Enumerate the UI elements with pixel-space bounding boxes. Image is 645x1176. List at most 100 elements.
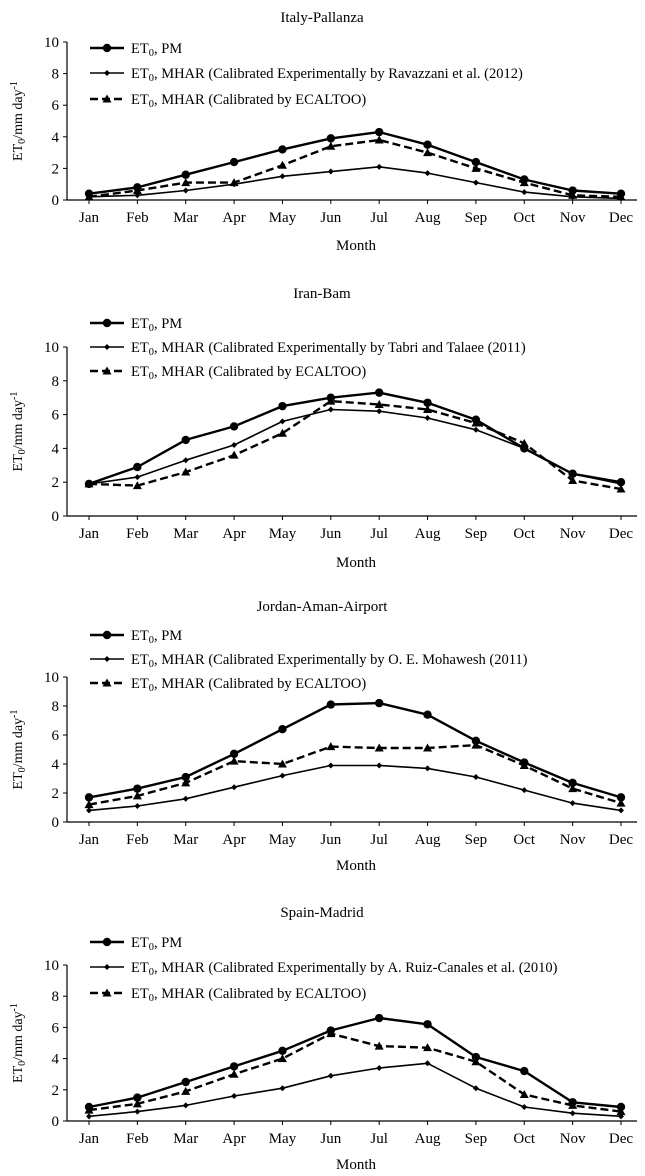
legend-marker bbox=[104, 70, 110, 76]
y-tick-label: 10 bbox=[44, 958, 59, 974]
legend-marker bbox=[102, 678, 112, 687]
x-tick-label: Apr bbox=[222, 526, 245, 542]
data-point bbox=[376, 1064, 383, 1071]
y-tick-label: 6 bbox=[52, 728, 60, 744]
legend-label-sub: 0 bbox=[149, 48, 154, 59]
y-axis-label: ET0/mm day-1 bbox=[9, 710, 28, 790]
x-tick-label: Jun bbox=[320, 832, 341, 848]
series-0 bbox=[84, 388, 626, 489]
data-point bbox=[471, 157, 481, 167]
x-tick-label: Aug bbox=[415, 210, 441, 226]
data-point bbox=[569, 800, 576, 807]
legend-label-sub: 0 bbox=[149, 347, 154, 358]
legend-marker bbox=[102, 366, 112, 375]
legend-label-prefix: ET bbox=[131, 935, 149, 951]
data-point bbox=[374, 135, 384, 144]
legend-label: ET0, MHAR (Calibrated by ECALTOO) bbox=[131, 92, 366, 110]
data-point bbox=[229, 749, 239, 759]
data-point bbox=[132, 186, 142, 195]
chart-panel-3: Spain-Madrid 0 2 4 6 8 10 Jan Feb Mar Apr May Jun Jul… bbox=[9, 905, 637, 1173]
data-point bbox=[86, 807, 92, 814]
data-point bbox=[521, 787, 528, 794]
legend-entry-2: ET0, MHAR (Calibrated by ECALTOO) bbox=[90, 986, 366, 1004]
data-point bbox=[374, 698, 384, 708]
x-tick-label: May bbox=[269, 832, 297, 848]
series-2 bbox=[84, 1029, 626, 1116]
series-line bbox=[88, 701, 622, 799]
data-point bbox=[181, 772, 190, 782]
data-point bbox=[374, 1013, 384, 1023]
series-line bbox=[88, 166, 622, 200]
legend-marker bbox=[104, 964, 110, 970]
data-point bbox=[326, 742, 336, 751]
x-tick-label: Jun bbox=[320, 210, 341, 226]
data-point bbox=[521, 445, 528, 452]
y-axis-label: ET0/mm day-1 bbox=[9, 392, 28, 472]
y-tick-label: 6 bbox=[52, 408, 60, 424]
x-tick-label: Mar bbox=[173, 210, 198, 226]
x-tick-label: Jan bbox=[79, 526, 99, 542]
x-tick-label: Jul bbox=[370, 526, 388, 542]
data-point bbox=[471, 418, 481, 427]
data-point bbox=[471, 163, 481, 172]
y-tick-label: 8 bbox=[52, 699, 60, 715]
x-tick-label: Mar bbox=[173, 526, 198, 542]
data-point bbox=[519, 438, 529, 447]
data-point bbox=[84, 479, 94, 488]
data-point bbox=[616, 192, 626, 201]
legend-label-rest: , MHAR (Calibrated by ECALTOO) bbox=[154, 92, 366, 108]
data-point bbox=[326, 134, 336, 143]
data-point bbox=[229, 157, 239, 167]
y-tick-label: 4 bbox=[52, 130, 60, 146]
data-point bbox=[519, 1089, 529, 1098]
x-tick-label: Jun bbox=[320, 526, 341, 542]
y-tick-label: 10 bbox=[44, 35, 59, 51]
legend-label-prefix: ET bbox=[131, 66, 149, 82]
y-axis-label-rest: /mm day bbox=[11, 400, 26, 449]
data-point bbox=[279, 1085, 286, 1092]
legend-entry-0: ET0, PM bbox=[90, 628, 182, 646]
legend-label-rest: , MHAR (Calibrated Experimentally by Rav… bbox=[154, 66, 523, 82]
data-point bbox=[84, 192, 94, 201]
data-point bbox=[229, 422, 239, 431]
legend-marker bbox=[102, 318, 112, 328]
data-point bbox=[133, 784, 142, 793]
x-axis-label: Month bbox=[336, 858, 377, 874]
legend-label-rest: , PM bbox=[154, 316, 182, 332]
data-point bbox=[133, 462, 142, 472]
data-point bbox=[471, 740, 481, 749]
legend-marker bbox=[104, 344, 110, 350]
data-point bbox=[86, 1113, 92, 1120]
x-tick-label: Nov bbox=[560, 832, 586, 848]
data-point bbox=[423, 1043, 433, 1052]
data-point bbox=[327, 406, 334, 413]
data-point bbox=[133, 1093, 142, 1102]
legend-entry-2: ET0, MHAR (Calibrated by ECALTOO) bbox=[90, 92, 366, 110]
y-tick-label: 8 bbox=[52, 989, 60, 1005]
x-tick-label: Feb bbox=[126, 210, 149, 226]
y-axis-label-sup: -1 bbox=[9, 81, 20, 89]
data-point bbox=[277, 1054, 287, 1063]
series-line bbox=[88, 408, 622, 485]
data-point bbox=[423, 398, 432, 407]
data-point bbox=[132, 481, 142, 490]
data-point bbox=[472, 179, 479, 186]
x-tick-label: Aug bbox=[415, 1131, 441, 1147]
data-point bbox=[424, 414, 431, 421]
x-tick-label: Dec bbox=[609, 526, 633, 542]
data-point bbox=[134, 1108, 141, 1115]
data-point bbox=[374, 743, 384, 752]
data-point bbox=[84, 800, 94, 809]
legend-label-prefix: ET bbox=[131, 41, 149, 57]
y-axis-label-group: ET0/mm day-1 bbox=[9, 392, 28, 472]
legend-label-sub: 0 bbox=[149, 371, 154, 382]
data-point bbox=[279, 173, 286, 180]
legend-label: ET0, MHAR (Calibrated Experimentally by … bbox=[131, 652, 528, 670]
data-point bbox=[618, 480, 624, 487]
data-point bbox=[181, 1077, 190, 1087]
legend-marker bbox=[102, 988, 112, 997]
y-axis-label-sub: 0 bbox=[17, 1061, 28, 1066]
data-point bbox=[182, 795, 189, 802]
legend-label-sub: 0 bbox=[149, 323, 154, 334]
series-line bbox=[88, 138, 622, 198]
